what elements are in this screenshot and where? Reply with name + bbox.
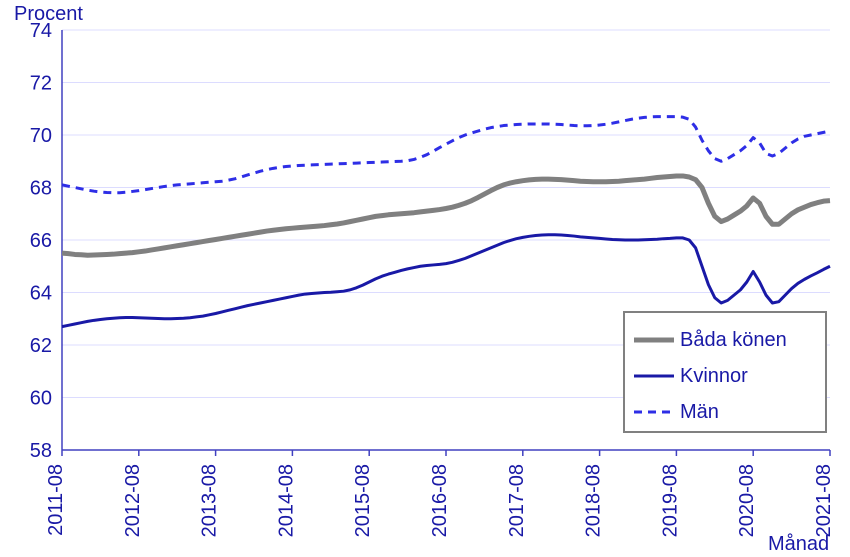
y-tick-label: 58: [30, 440, 52, 462]
x-tick-label: 2016-08: [429, 464, 451, 537]
y-tick-label: 70: [30, 125, 52, 147]
y-tick-label: 62: [30, 335, 52, 357]
y-tick-label: 68: [30, 178, 52, 200]
legend-label-women: Kvinnor: [680, 365, 748, 387]
y-tick-label: 64: [30, 283, 52, 305]
x-tick-label: 2020-08: [736, 464, 758, 537]
x-tick-label: 2015-08: [352, 464, 374, 537]
x-tick-label: 2017-08: [506, 464, 528, 537]
legend-label-both: Båda könen: [680, 329, 787, 351]
x-axis-label: Månad: [768, 533, 829, 555]
x-tick-label: 2019-08: [659, 464, 681, 537]
y-tick-label: 66: [30, 230, 52, 252]
y-axis-label: Procent: [14, 3, 83, 25]
y-tick-label: 72: [30, 73, 52, 95]
x-tick-label: 2021-08: [813, 464, 835, 537]
series-men: [62, 117, 830, 193]
x-tick-label: 2012-08: [122, 464, 144, 537]
line-chart: 5860626466687072742011-082012-082013-082…: [0, 0, 850, 557]
y-tick-label: 60: [30, 388, 52, 410]
chart-svg: 5860626466687072742011-082012-082013-082…: [0, 0, 850, 557]
legend-label-men: Män: [680, 401, 719, 423]
x-tick-label: 2013-08: [199, 464, 221, 537]
x-tick-label: 2014-08: [275, 464, 297, 537]
x-tick-label: 2018-08: [583, 464, 605, 537]
x-tick-label: 2011-08: [45, 464, 67, 536]
